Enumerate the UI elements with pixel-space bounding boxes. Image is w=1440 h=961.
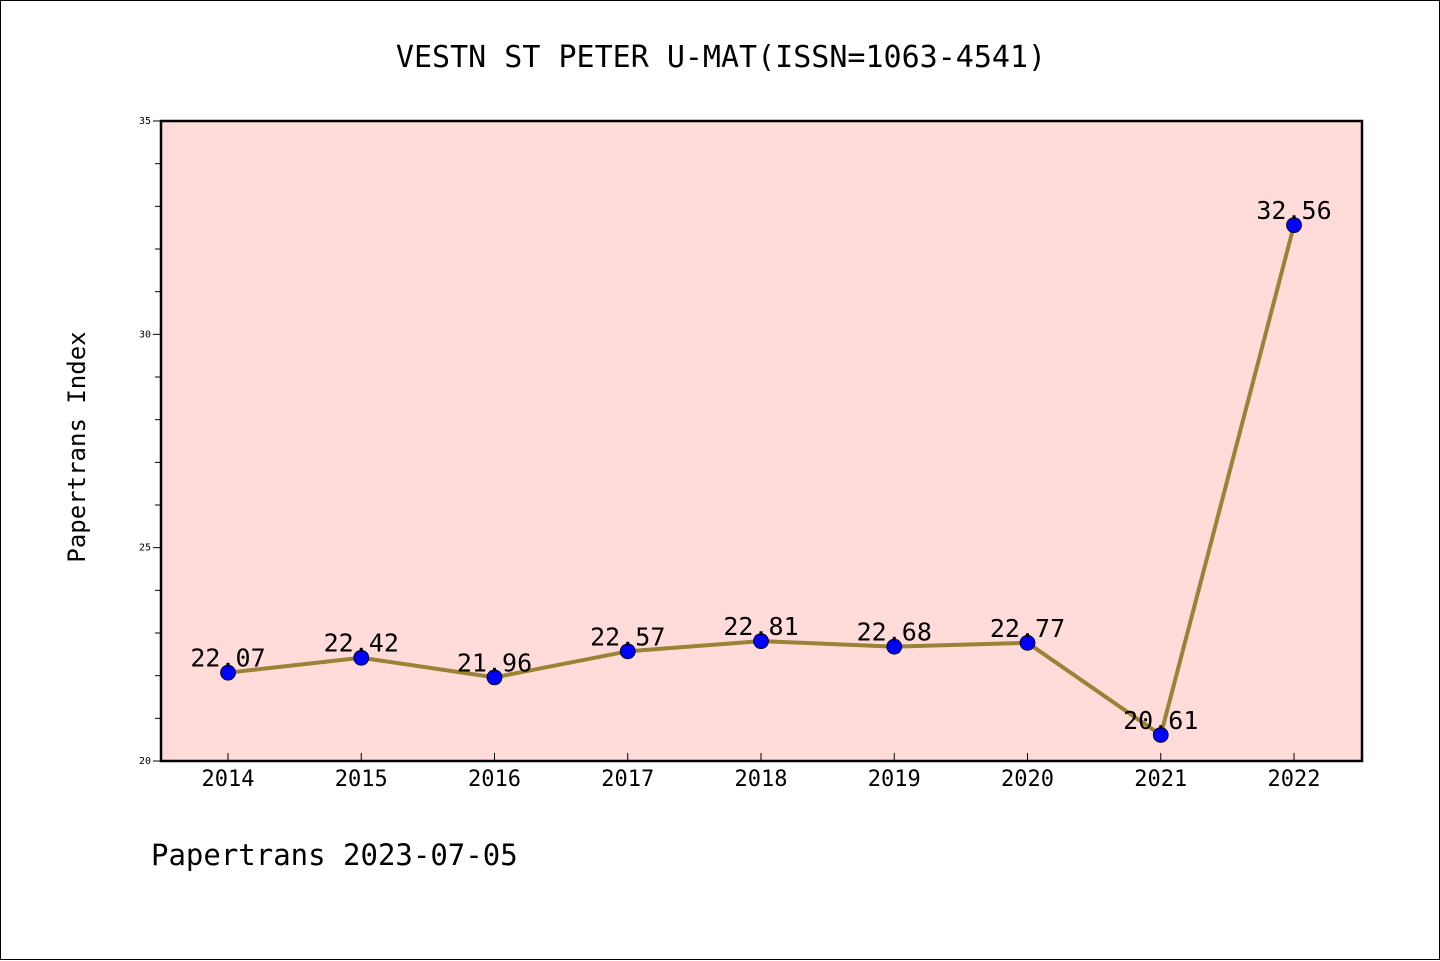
chart-title: VESTN ST PETER U-MAT(ISSN=1063-4541) bbox=[396, 40, 1046, 75]
y-tick-label: 25 bbox=[139, 543, 151, 554]
data-point bbox=[1019, 634, 1036, 651]
data-points bbox=[220, 217, 1302, 743]
x-tick-label: 2015 bbox=[335, 767, 388, 792]
x-tick-label: 2022 bbox=[1268, 767, 1321, 792]
data-label: 22.77 bbox=[990, 614, 1065, 643]
data-label: 22.42 bbox=[324, 629, 399, 658]
x-tick-label: 2020 bbox=[1001, 767, 1054, 792]
x-tick-label: 2016 bbox=[468, 767, 521, 792]
plot-area bbox=[159, 119, 1364, 763]
x-axis: 2014 2015 2016 2017 2018 2019 2020 2021 2022 bbox=[202, 753, 1321, 792]
data-point bbox=[886, 638, 903, 655]
data-label: 21.96 bbox=[457, 648, 532, 677]
y-axis-label: Papertrans Index bbox=[63, 331, 91, 562]
data-point bbox=[619, 643, 636, 660]
data-label: 32.56 bbox=[1256, 196, 1331, 225]
data-point bbox=[486, 669, 503, 686]
data-point bbox=[1152, 727, 1169, 743]
data-label: 20.61 bbox=[1123, 706, 1198, 735]
data-label: 22.07 bbox=[190, 644, 265, 673]
x-tick-label: 2018 bbox=[735, 767, 788, 792]
x-tick-label: 2014 bbox=[202, 767, 255, 792]
data-point bbox=[753, 633, 769, 650]
x-tick-label: 2017 bbox=[601, 767, 654, 792]
data-labels: 22.07 22.42 21.96 22.57 22.81 22.68 22.77 20.61… bbox=[190, 196, 1331, 735]
y-tick-label: 30 bbox=[139, 329, 151, 340]
x-tick-label: 2019 bbox=[868, 767, 921, 792]
data-label: 22.81 bbox=[723, 612, 798, 641]
data-point bbox=[1286, 217, 1302, 234]
data-label: 22.57 bbox=[590, 622, 665, 651]
x-tick-label: 2021 bbox=[1134, 767, 1187, 792]
data-label: 22.68 bbox=[857, 618, 932, 647]
y-tick-label: 20 bbox=[139, 756, 151, 767]
data-point bbox=[353, 649, 370, 666]
y-tick-label: 35 bbox=[139, 116, 151, 127]
data-point bbox=[220, 664, 236, 681]
footer-text: Papertrans 2023-07-05 bbox=[151, 838, 518, 872]
y-axis: 20 25 30 35 bbox=[139, 116, 161, 767]
